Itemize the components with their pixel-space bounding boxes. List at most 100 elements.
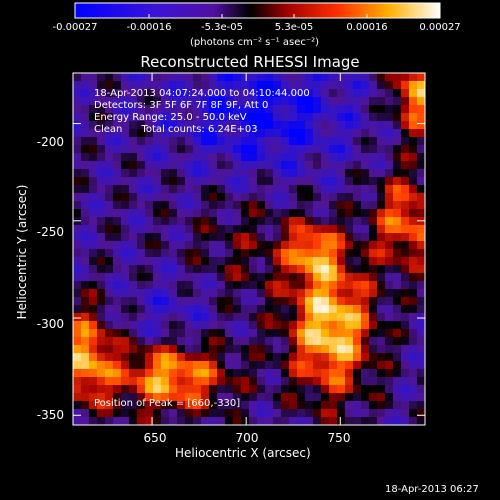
heatmap-cell: [289, 73, 298, 82]
colorbar-units: (photons cm⁻² s⁻¹ asec⁻²): [190, 37, 320, 48]
heatmap-cell: [257, 281, 266, 290]
heatmap-cell: [353, 297, 362, 306]
heatmap-cell: [249, 417, 258, 425]
heatmap-cell: [241, 361, 250, 370]
heatmap-cell: [345, 313, 354, 322]
heatmap-cell: [89, 89, 98, 98]
heatmap-cell: [377, 257, 386, 266]
heatmap-cell: [281, 377, 290, 386]
heatmap-cell: [345, 257, 354, 266]
heatmap-cell: [297, 393, 306, 402]
heatmap-cell: [329, 225, 338, 234]
heatmap-cell: [169, 121, 178, 130]
heatmap-cell: [377, 89, 386, 98]
heatmap-cell: [337, 89, 346, 98]
heatmap-cell: [209, 233, 218, 242]
heatmap-cell: [161, 417, 170, 425]
heatmap-cell: [401, 369, 410, 378]
heatmap-cell: [281, 129, 290, 138]
heatmap-cell: [225, 161, 234, 170]
heatmap-cell: [217, 145, 226, 154]
heatmap-cell: [185, 273, 194, 282]
heatmap-cell: [393, 369, 402, 378]
heatmap-cell: [337, 241, 346, 250]
heatmap-cell: [161, 169, 170, 178]
heatmap-cell: [201, 321, 210, 330]
heatmap-cell: [313, 113, 322, 122]
heatmap-cell: [209, 137, 218, 146]
heatmap-cell: [257, 385, 266, 394]
heatmap-cell: [201, 345, 210, 354]
heatmap-cell: [329, 321, 338, 330]
heatmap-cell: [89, 281, 98, 290]
heatmap-cell: [305, 169, 314, 178]
heatmap-cell: [313, 329, 322, 338]
heatmap-cell: [273, 89, 282, 98]
heatmap-cell: [193, 225, 202, 234]
heatmap-cell: [89, 241, 98, 250]
heatmap-cell: [393, 265, 402, 274]
heatmap-cell: [345, 345, 354, 354]
heatmap-cell: [273, 321, 282, 330]
heatmap-cell: [217, 353, 226, 362]
heatmap-cell: [153, 377, 162, 386]
heatmap-cell: [113, 105, 122, 114]
heatmap-cell: [129, 153, 138, 162]
heatmap-cell: [89, 209, 98, 218]
heatmap-cell: [161, 377, 170, 386]
heatmap-cell: [377, 169, 386, 178]
heatmap-cell: [361, 329, 370, 338]
heatmap-cell: [185, 313, 194, 322]
heatmap-cell: [385, 321, 394, 330]
heatmap-cell: [369, 249, 378, 258]
heatmap-cell: [209, 177, 218, 186]
heatmap-cell: [305, 81, 314, 90]
heatmap-cell: [137, 161, 146, 170]
heatmap-cell: [177, 185, 186, 194]
heatmap-cell: [329, 249, 338, 258]
heatmap-cell: [361, 273, 370, 282]
heatmap-cell: [225, 201, 234, 210]
heatmap-cell: [393, 361, 402, 370]
heatmap-cell: [265, 233, 274, 242]
heatmap-cell: [201, 393, 210, 402]
heatmap-cell: [81, 377, 90, 386]
heatmap-cell: [321, 385, 330, 394]
heatmap-cell: [409, 409, 418, 418]
colorbar-ticks: [74, 14, 441, 18]
heatmap-cell: [417, 361, 425, 370]
heatmap-cell: [177, 289, 186, 298]
heatmap-cell: [169, 81, 178, 90]
heatmap-cell: [161, 297, 170, 306]
heatmap-cell: [289, 121, 298, 130]
heatmap-cell: [113, 393, 122, 402]
heatmap-cell: [113, 289, 122, 298]
heatmap-cell: [321, 193, 330, 202]
heatmap-cell: [137, 289, 146, 298]
heatmap-cell: [353, 161, 362, 170]
heatmap-cell: [233, 273, 242, 282]
heatmap-cell: [337, 185, 346, 194]
heatmap-cell: [409, 169, 418, 178]
heatmap-cell: [201, 377, 210, 386]
heatmap-cell: [305, 217, 314, 226]
heatmap-cell: [121, 361, 130, 370]
heatmap-cell: [161, 385, 170, 394]
heatmap-cell: [225, 417, 234, 425]
heatmap-cell: [417, 97, 425, 106]
heatmap-cell: [329, 121, 338, 130]
heatmap-cell: [361, 353, 370, 362]
heatmap-cell: [145, 369, 154, 378]
heatmap-cell: [249, 153, 258, 162]
heatmap-cell: [353, 225, 362, 234]
heatmap-cell: [265, 257, 274, 266]
heatmap-cell: [81, 225, 90, 234]
heatmap-cell: [281, 97, 290, 106]
heatmap-cell: [193, 81, 202, 90]
heatmap-cell: [393, 377, 402, 386]
heatmap-cell: [289, 177, 298, 186]
heatmap-cell: [337, 305, 346, 314]
heatmap-cell: [369, 89, 378, 98]
heatmap-cell: [89, 201, 98, 210]
heatmap-cell: [385, 361, 394, 370]
